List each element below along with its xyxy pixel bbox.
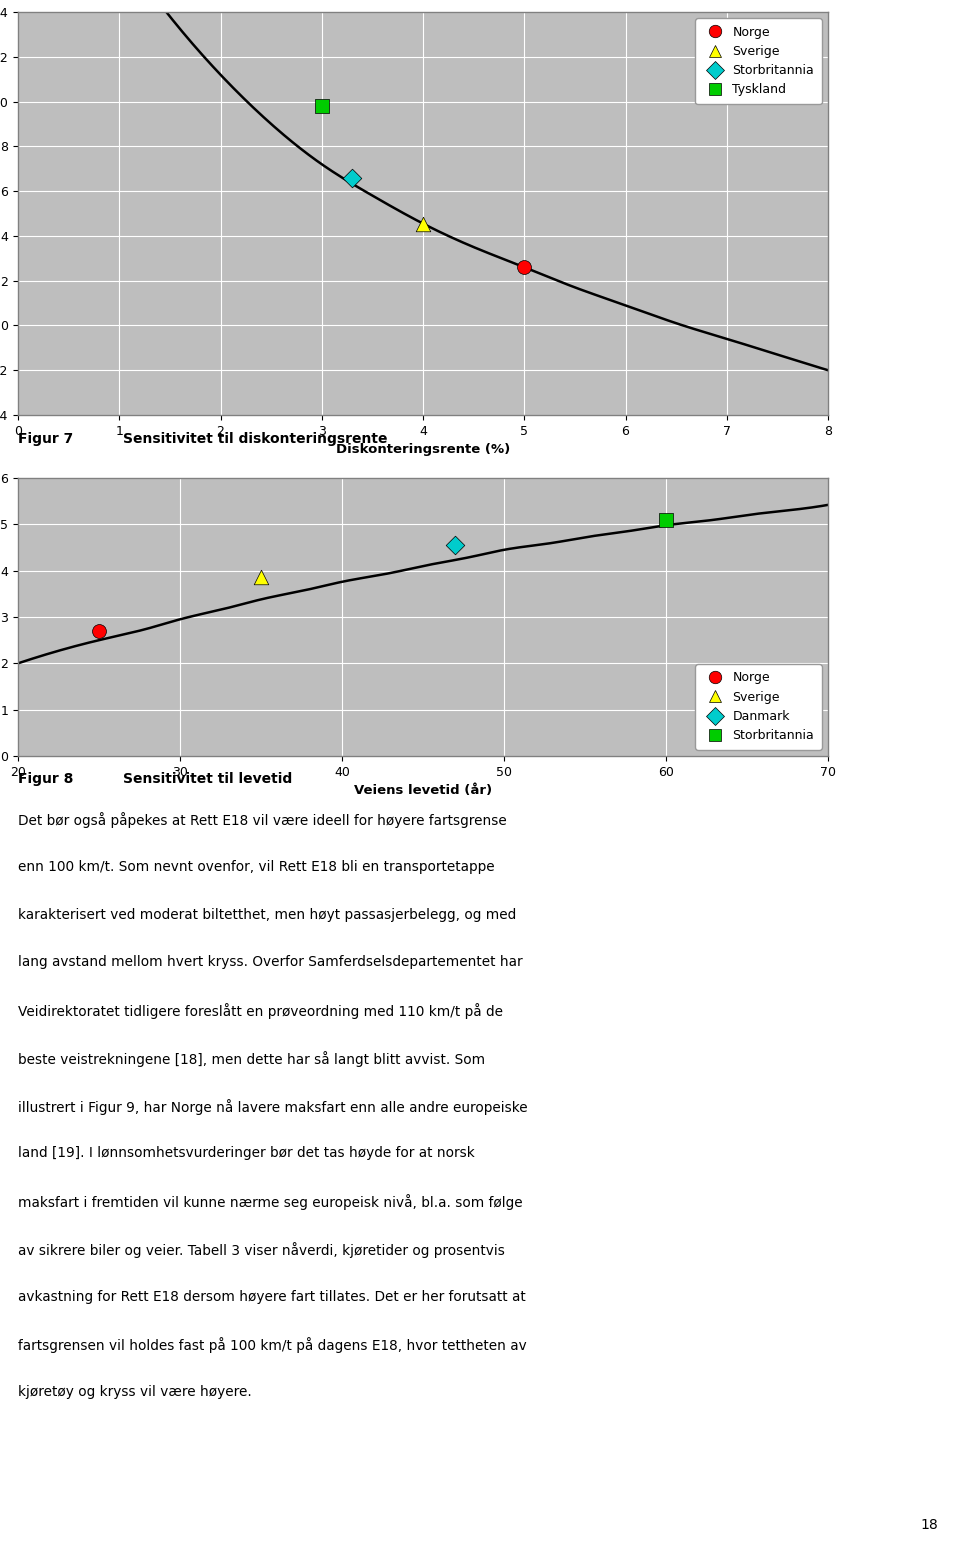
- Text: Veidirektoratet tidligere foreslått en prøveordning med 110 km/t på de: Veidirektoratet tidligere foreslått en p…: [18, 1003, 503, 1019]
- X-axis label: Veiens levetid (år): Veiens levetid (år): [354, 785, 492, 797]
- Text: Sensitivitet til levetid: Sensitivitet til levetid: [123, 772, 293, 786]
- X-axis label: Diskonteringsrente (%): Diskonteringsrente (%): [336, 444, 510, 456]
- Text: Figur 8: Figur 8: [18, 772, 73, 786]
- Text: karakterisert ved moderat biltetthet, men høyt passasjerbelegg, og med: karakterisert ved moderat biltetthet, me…: [18, 907, 516, 921]
- Text: 18: 18: [921, 1518, 938, 1532]
- Point: [253, 565, 269, 589]
- Text: Figur 7: Figur 7: [18, 433, 73, 447]
- Point: [516, 254, 532, 279]
- Point: [416, 211, 431, 236]
- Point: [659, 507, 674, 532]
- Text: Det bør også påpekes at Rett E18 vil være ideell for høyere fartsgrense: Det bør også påpekes at Rett E18 vil vær…: [18, 813, 507, 828]
- Text: lang avstand mellom hvert kryss. Overfor Samferdselsdepartementet har: lang avstand mellom hvert kryss. Overfor…: [18, 955, 522, 969]
- Point: [314, 93, 329, 118]
- Point: [345, 166, 360, 191]
- Text: beste veistrekningene [18], men dette har så langt blitt avvist. Som: beste veistrekningene [18], men dette ha…: [18, 1052, 485, 1067]
- Text: illustrert i Figur 9, har Norge nå lavere maksfart enn alle andre europeiske: illustrert i Figur 9, har Norge nå laver…: [18, 1098, 528, 1115]
- Text: enn 100 km/t. Som nevnt ovenfor, vil Rett E18 bli en transportetappe: enn 100 km/t. Som nevnt ovenfor, vil Ret…: [18, 859, 494, 873]
- Legend: Norge, Sverige, Danmark, Storbritannia: Norge, Sverige, Danmark, Storbritannia: [695, 664, 822, 749]
- Text: Sensitivitet til diskonteringsrente: Sensitivitet til diskonteringsrente: [123, 433, 388, 447]
- Text: fartsgrensen vil holdes fast på 100 km/t på dagens E18, hvor tettheten av: fartsgrensen vil holdes fast på 100 km/t…: [18, 1337, 527, 1354]
- Text: land [19]. I lønnsomhetsvurderinger bør det tas høyde for at norsk: land [19]. I lønnsomhetsvurderinger bør …: [18, 1146, 475, 1160]
- Text: maksfart i fremtiden vil kunne nærme seg europeisk nivå, bl.a. som følge: maksfart i fremtiden vil kunne nærme seg…: [18, 1194, 522, 1210]
- Text: av sikrere biler og veier. Tabell 3 viser nåverdi, kjøretider og prosentvis: av sikrere biler og veier. Tabell 3 vise…: [18, 1242, 505, 1258]
- Point: [447, 534, 463, 558]
- Point: [91, 619, 107, 644]
- Text: kjøretøy og kryss vil være høyere.: kjøretøy og kryss vil være høyere.: [18, 1385, 252, 1399]
- Text: avkastning for Rett E18 dersom høyere fart tillates. Det er her forutsatt at: avkastning for Rett E18 dersom høyere fa…: [18, 1290, 526, 1304]
- Legend: Norge, Sverige, Storbritannia, Tyskland: Norge, Sverige, Storbritannia, Tyskland: [695, 19, 822, 104]
